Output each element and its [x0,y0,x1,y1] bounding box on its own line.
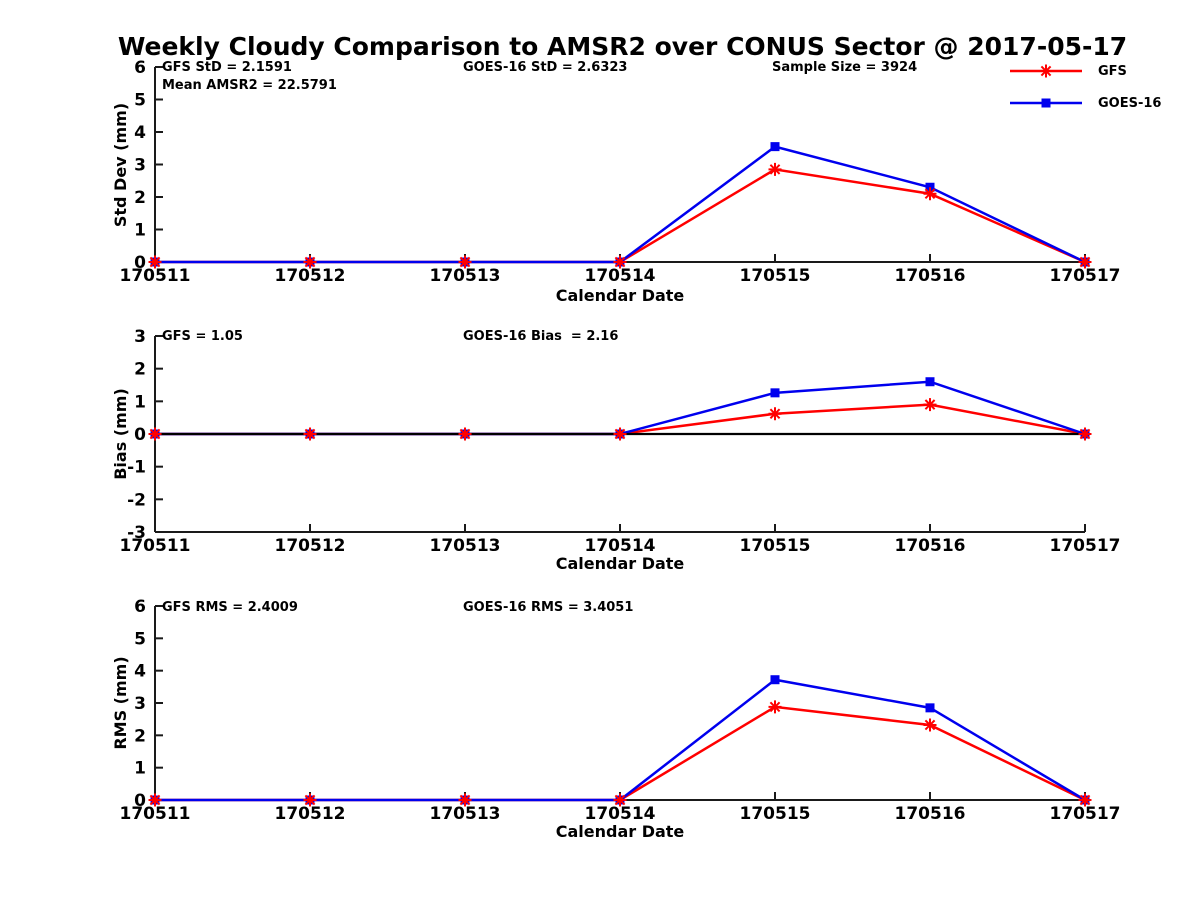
series-marker-gfs [769,408,781,420]
x-tick-label: 170516 [895,536,966,556]
x-tick-label: 170516 [895,804,966,824]
y-tick-label: 1 [134,221,146,241]
series-marker-gfs [149,428,161,440]
annotation-gfs-bias: GFS = 1.05 [162,329,243,344]
y-tick-label: -3 [127,523,146,543]
annotation-mean-amsr2: Mean AMSR2 = 22.5791 [162,78,337,93]
y-tick-label: 2 [134,360,146,380]
x-tick-label: 170511 [120,536,191,556]
bias-x-axis-title: Calendar Date [555,554,685,573]
x-tick-label: 170517 [1050,536,1121,556]
series-line-goes-16 [155,678,1086,802]
series-marker-gfs [614,428,626,440]
series-marker-gfs [924,188,936,200]
series-marker-gfs [149,256,161,268]
gfs-line-marker-swatch [1010,64,1082,78]
series-marker-gfs [1079,256,1091,268]
annotation-gfs-rms: GFS RMS = 2.4009 [162,600,298,615]
x-tick-label: 170513 [430,536,501,556]
series-marker-gfs [769,701,781,713]
y-tick-label: 6 [134,58,146,78]
series-marker-gfs [459,256,471,268]
y-tick-label: 4 [134,123,146,143]
series-marker-goes-16 [770,675,780,685]
series-marker-gfs [924,399,936,410]
series-marker-gfs [304,794,316,806]
series-marker-gfs [1079,794,1091,806]
series-marker-gfs [304,256,316,268]
series-marker-goes-16 [770,388,780,398]
x-tick-label: 170511 [120,804,191,824]
x-tick-label: 170517 [1050,266,1121,286]
y-tick-label: -2 [127,490,146,510]
series-marker-gfs [614,794,626,806]
y-tick-label: 2 [134,188,146,208]
rms-y-axis-title: RMS (mm) [111,656,130,750]
legend-asterisk-marker [1040,65,1052,77]
legend-label-gfs: GFS [1098,63,1127,79]
annotation-sample-size: Sample Size = 3924 [772,60,918,75]
y-tick-label: 3 [134,156,146,176]
y-tick-label: 1 [134,392,146,412]
y-tick-label: 3 [134,694,146,714]
series-marker-goes-16 [770,142,780,152]
x-tick-label: 170514 [585,804,656,824]
figure-title: Weekly Cloudy Comparison to AMSR2 over C… [117,32,1128,61]
annotation-gfs-std: GFS StD = 2.1591 [162,60,292,75]
series-marker-gfs [1079,428,1091,440]
legend-item-goes16: GOES-16 [1008,94,1161,112]
x-tick-label: 170515 [740,266,811,286]
y-tick-label: 4 [134,662,146,682]
annotation-goes16-std: GOES-16 StD = 2.6323 [463,60,628,75]
series-marker-gfs [769,164,781,175]
goes16-line-marker-swatch [1010,98,1082,108]
x-tick-label: 170512 [275,804,346,824]
x-tick-label: 170514 [585,266,656,286]
y-tick-label: 0 [134,253,146,273]
x-tick-label: 170511 [120,266,191,286]
y-tick-label: 2 [134,726,146,746]
x-tick-label: 170515 [740,804,811,824]
x-tick-label: 170513 [430,266,501,286]
legend-square-marker [1041,98,1051,108]
y-tick-label: 0 [134,425,146,445]
x-tick-label: 170513 [430,804,501,824]
x-tick-label: 170512 [275,266,346,286]
series-line-gfs [155,705,1086,802]
y-tick-label: 5 [134,629,146,649]
annotation-goes16-rms: GOES-16 RMS = 3.4051 [463,600,634,615]
series-marker-gfs [924,719,936,731]
series-marker-goes-16 [925,703,935,713]
y-tick-label: 1 [134,759,146,779]
series-marker-gfs [304,428,316,440]
annotation-goes16-bias: GOES-16 Bias = 2.16 [463,329,619,344]
x-tick-label: 170514 [585,536,656,556]
stddev-y-axis-title: Std Dev (mm) [111,102,130,228]
y-tick-label: 0 [134,791,146,811]
series-line-gfs [155,168,1086,264]
x-tick-label: 170516 [895,266,966,286]
y-tick-label: 6 [134,597,146,617]
series-marker-gfs [459,428,471,440]
legend-label-goes16: GOES-16 [1098,95,1162,111]
x-tick-label: 170512 [275,536,346,556]
y-tick-label: 3 [134,327,146,347]
series-line-goes-16 [155,145,1086,264]
y-tick-label: 5 [134,91,146,111]
series-marker-gfs [459,794,471,806]
series-marker-gfs [614,256,626,268]
rms-x-axis-title: Calendar Date [555,822,685,841]
stddev-x-axis-title: Calendar Date [555,286,685,305]
series-marker-goes-16 [925,377,935,387]
legend: GFS GOES-16 [1008,62,1161,126]
series-marker-gfs [149,794,161,806]
bias-y-axis-title: Bias (mm) [111,388,130,480]
x-tick-label: 170517 [1050,804,1121,824]
y-tick-label: -1 [127,458,146,478]
legend-item-gfs: GFS [1008,62,1161,80]
x-tick-label: 170515 [740,536,811,556]
